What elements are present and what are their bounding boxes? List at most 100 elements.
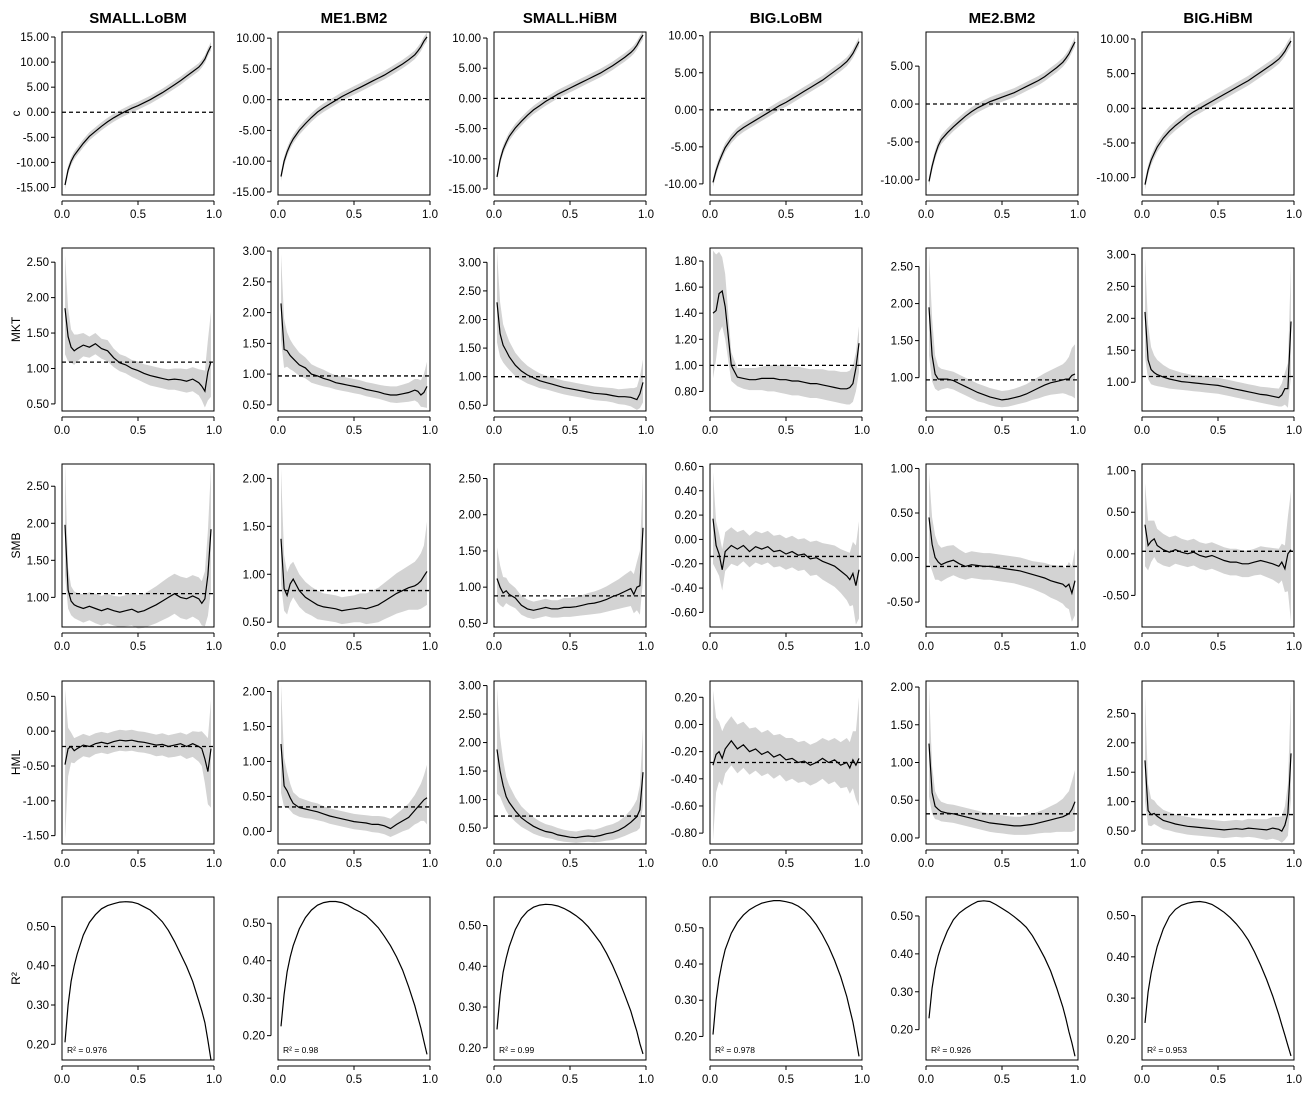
plot-frame <box>925 896 1079 1061</box>
confidence-band <box>281 32 427 181</box>
y-tick-label: 3.00 <box>459 681 481 693</box>
confidence-band <box>929 472 1075 622</box>
y-tick-label: 0.30 <box>1107 993 1129 1005</box>
y-tick-label: -0.20 <box>671 747 697 759</box>
estimate-line <box>1144 524 1292 571</box>
y-tick-label: 1.00 <box>243 756 265 768</box>
x-tick-label: 1.0 <box>638 209 654 221</box>
x-tick-label: 0.0 <box>702 641 718 653</box>
x-tick-label: 0.5 <box>562 209 578 221</box>
x-tick-label: 1.0 <box>206 858 222 870</box>
confidence-band <box>1145 483 1291 622</box>
plot-frame <box>709 463 863 628</box>
y-tick-label: 2.00 <box>1107 738 1129 750</box>
y-tick-label: 0.50 <box>459 618 481 630</box>
panel-c-small-hibm: -15.00 -10.00 -5.00 0.00 5.00 10.00 0.0 0.5 1.0 <box>448 30 654 221</box>
confidence-band <box>1145 692 1291 843</box>
panel-r2-big-lobm: 0.20 0.30 0.40 0.50 0.0 0.5 1.0 R² = 0.978 <box>675 896 870 1086</box>
panel-hml-small-lobm: -1.50 -1.00 -0.50 0.00 0.50 0.0 0.5 1.0 <box>23 680 222 870</box>
r2-value-note: R² = 0.926 <box>931 1045 971 1055</box>
r2-value-note: R² = 0.953 <box>1147 1045 1187 1055</box>
x-tick-label: 1.0 <box>854 209 870 221</box>
x-tick-label: 0.0 <box>54 209 70 221</box>
y-tick-label: 0.50 <box>27 691 49 703</box>
y-tick-label: 0.30 <box>243 993 265 1005</box>
y-tick-label: 0.20 <box>675 1031 697 1043</box>
panel-smb-small-lobm: 1.00 1.50 2.00 2.50 0.0 0.5 1.0 <box>27 463 222 653</box>
x-tick-label: 0.5 <box>994 209 1010 221</box>
y-tick-label: 2.00 <box>243 308 265 320</box>
y-tick-label: 2.00 <box>459 314 481 326</box>
y-tick-label: 0.80 <box>675 386 697 398</box>
y-tick-label: 0.40 <box>243 956 265 968</box>
y-tick-label: 0.50 <box>891 508 913 520</box>
y-tick-label: 5.00 <box>1107 69 1129 81</box>
column-title-big-lobm: BIG.LoBM <box>750 10 823 27</box>
y-tick-label: 2.50 <box>459 709 481 721</box>
y-tick-label: 1.00 <box>891 758 913 770</box>
y-tick-label: 0.50 <box>459 400 481 412</box>
y-tick-label: 2.00 <box>243 686 265 698</box>
y-tick-label: 5.00 <box>891 61 913 73</box>
y-tick-label: 1.00 <box>1107 466 1129 478</box>
y-tick-label: -0.20 <box>671 559 697 571</box>
y-tick-label: 1.50 <box>1107 345 1129 357</box>
y-tick-label: -15.00 <box>232 187 265 199</box>
x-tick-label: 1.0 <box>422 209 438 221</box>
x-tick-label: 0.0 <box>54 641 70 653</box>
plot-frame <box>925 31 1079 196</box>
x-tick-label: 0.5 <box>1210 1074 1226 1086</box>
panel-r2-small-lobm: 0.20 0.30 0.40 0.50 0.0 0.5 1.0 R² = 0.976 <box>27 896 222 1086</box>
confidence-band <box>497 688 643 843</box>
plot-frame <box>925 247 1079 412</box>
y-tick-label: 0.30 <box>675 995 697 1007</box>
plot-frame <box>1141 31 1295 196</box>
panel-hml-big-lobm: -0.80 -0.60 -0.40 -0.20 0.00 0.20 0.0 0.5 1.0 <box>671 680 870 870</box>
x-tick-label: 1.0 <box>1286 858 1302 870</box>
y-tick-label: 0.40 <box>891 949 913 961</box>
x-tick-label: 1.0 <box>206 425 222 437</box>
panel-smb-big-hibm: -0.50 0.00 0.50 1.00 0.0 0.5 1.0 <box>1103 463 1302 653</box>
y-tick-label: 0.30 <box>27 1000 49 1012</box>
y-tick-label: -5.00 <box>671 142 697 154</box>
y-tick-label: 1.50 <box>243 721 265 733</box>
x-tick-label: 0.0 <box>270 209 286 221</box>
plot-frame <box>277 680 431 845</box>
plot-frame <box>493 896 647 1061</box>
y-tick-label: 0.40 <box>675 486 697 498</box>
x-tick-label: 0.5 <box>1210 858 1226 870</box>
y-tick-label: 2.00 <box>243 473 265 485</box>
x-tick-label: 0.5 <box>130 1074 146 1086</box>
r2-value-note: R² = 0.978 <box>715 1045 755 1055</box>
column-title-small-lobm: SMALL.LoBM <box>89 10 186 27</box>
plot-frame <box>493 31 647 196</box>
x-tick-label: 0.0 <box>918 209 934 221</box>
y-tick-label: 2.00 <box>891 299 913 311</box>
y-tick-label: 3.00 <box>459 257 481 269</box>
x-tick-label: 1.0 <box>854 425 870 437</box>
estimate-line <box>64 308 212 393</box>
panel-smb-me1-bm2: 0.50 1.00 1.50 2.00 0.0 0.5 1.0 <box>243 463 438 653</box>
estimate-line <box>928 307 1076 401</box>
x-tick-label: 0.5 <box>994 858 1010 870</box>
y-tick-label: 1.20 <box>675 334 697 346</box>
confidence-band <box>929 251 1075 408</box>
panel-smb-big-lobm: -0.60 -0.40 -0.20 0.00 0.20 0.40 0.60 0.0 0.5 1.0 <box>671 461 870 653</box>
y-tick-label: 3.00 <box>1107 249 1129 261</box>
r2-value-note: R² = 0.976 <box>67 1045 107 1055</box>
y-tick-label: 0.00 <box>891 553 913 565</box>
x-tick-label: 0.0 <box>54 1074 70 1086</box>
y-tick-label: 2.00 <box>459 510 481 522</box>
x-tick-label: 1.0 <box>1070 641 1086 653</box>
y-tick-label: 0.00 <box>243 95 265 107</box>
plot-frame <box>493 680 647 845</box>
x-tick-label: 1.0 <box>854 858 870 870</box>
plot-frame <box>1141 896 1295 1061</box>
y-tick-label: 2.00 <box>459 738 481 750</box>
y-tick-label: 0.20 <box>675 692 697 704</box>
x-tick-label: 0.5 <box>562 641 578 653</box>
x-tick-label: 0.5 <box>130 858 146 870</box>
estimate-line <box>712 518 860 586</box>
y-tick-label: -5.00 <box>455 124 481 136</box>
y-tick-label: 0.20 <box>891 1025 913 1037</box>
